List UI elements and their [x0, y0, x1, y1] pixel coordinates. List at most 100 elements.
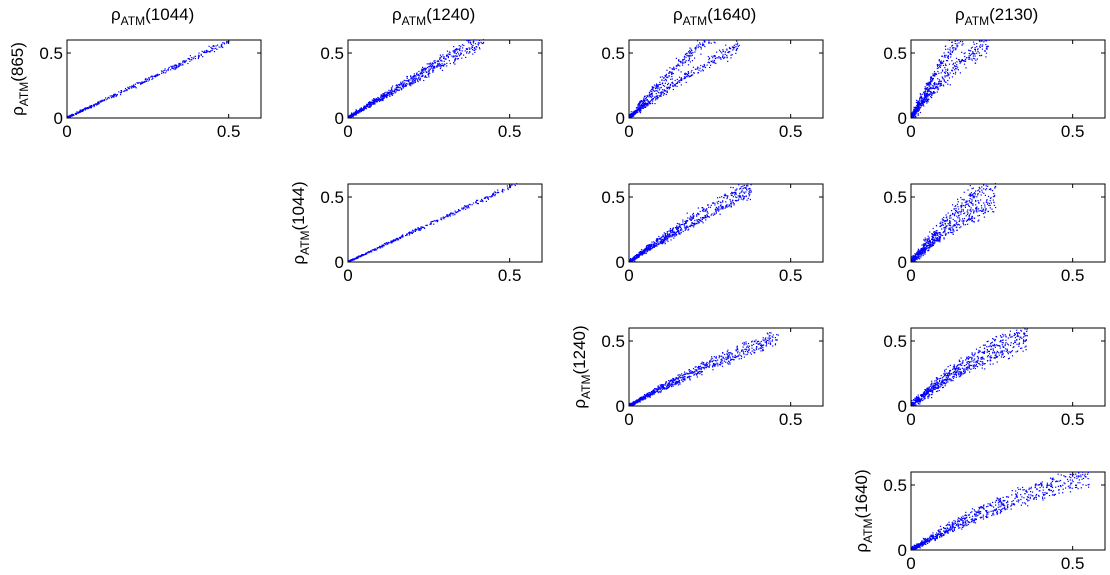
data-point — [659, 237, 662, 239]
data-point — [719, 51, 722, 53]
data-point — [723, 57, 725, 59]
data-point — [688, 76, 690, 78]
data-point — [913, 111, 916, 114]
data-point — [466, 205, 468, 207]
data-point — [685, 81, 687, 83]
data-point — [974, 50, 977, 52]
data-point — [749, 191, 751, 194]
data-point — [687, 74, 689, 76]
data-point — [963, 217, 966, 220]
data-point — [351, 112, 353, 114]
band: (1640) — [852, 469, 871, 518]
data-point — [941, 70, 944, 72]
data-point — [930, 90, 932, 93]
data-point — [973, 196, 975, 198]
data-point — [388, 94, 390, 96]
data-point — [932, 73, 934, 75]
data-point — [724, 51, 726, 53]
data-point — [657, 92, 659, 94]
data-point — [743, 196, 746, 198]
data-point — [663, 90, 665, 92]
data-point — [710, 64, 712, 66]
data-point — [636, 107, 638, 109]
data-point — [931, 245, 933, 247]
data-point — [208, 45, 210, 47]
data-point — [643, 251, 645, 253]
data-point — [979, 45, 981, 47]
data-point — [740, 198, 742, 200]
data-point — [198, 54, 200, 56]
data-point — [397, 89, 399, 91]
data-point — [923, 91, 925, 93]
data-point — [419, 229, 421, 231]
data-point — [930, 80, 932, 82]
data-point — [714, 202, 716, 204]
data-point — [423, 67, 425, 69]
data-point — [645, 248, 647, 250]
data-point — [952, 218, 954, 221]
data-point — [730, 206, 732, 208]
data-point — [703, 210, 705, 212]
data-point — [664, 82, 666, 84]
data-point — [926, 238, 928, 240]
data-point — [641, 249, 643, 251]
data-point — [944, 81, 946, 83]
data-point — [692, 222, 694, 224]
data-point — [989, 200, 991, 202]
data-point — [406, 234, 408, 236]
data-point — [954, 73, 956, 75]
data-point — [690, 71, 692, 73]
data-point — [914, 111, 916, 113]
data-point — [914, 114, 916, 116]
data-point — [652, 95, 654, 97]
data-point — [464, 205, 467, 208]
data-point — [639, 100, 642, 102]
data-point — [141, 82, 143, 84]
x-tick-label: 0 — [624, 122, 633, 141]
data-point — [708, 216, 710, 218]
data-point — [914, 259, 916, 261]
data-point — [649, 244, 651, 246]
data-point — [674, 84, 676, 86]
data-point — [454, 60, 456, 62]
data-point — [431, 62, 434, 64]
data-point — [453, 61, 455, 64]
data-point — [931, 87, 933, 89]
data-point — [990, 197, 992, 199]
data-point — [114, 93, 116, 95]
data-point — [477, 199, 479, 201]
data-point — [688, 72, 690, 74]
data-point — [706, 216, 708, 218]
data-point — [939, 241, 941, 243]
data-point — [650, 93, 652, 95]
data-point — [348, 115, 350, 117]
data-point — [664, 240, 666, 242]
subscript: ATM — [17, 82, 31, 106]
data-point — [952, 62, 955, 64]
data-point — [981, 40, 983, 42]
data-point — [942, 221, 944, 223]
data-point — [397, 239, 400, 241]
rho-symbol: ρ — [8, 106, 27, 116]
data-point — [676, 228, 678, 230]
data-point — [650, 248, 652, 250]
data-point — [421, 226, 423, 228]
data-point — [501, 190, 503, 192]
data-point — [651, 98, 653, 100]
data-point — [930, 86, 932, 88]
subscript: ATM — [579, 375, 593, 399]
data-point — [686, 54, 688, 56]
data-point — [390, 240, 392, 242]
data-point — [651, 247, 653, 250]
data-point — [712, 214, 715, 216]
data-point — [974, 48, 976, 50]
data-point — [951, 228, 953, 230]
data-point — [223, 42, 225, 44]
data-point — [971, 217, 973, 220]
data-point — [351, 113, 353, 115]
data-point — [693, 224, 695, 226]
data-point — [672, 232, 674, 234]
data-point — [948, 63, 951, 65]
data-point — [175, 65, 177, 67]
data-point — [671, 73, 673, 75]
